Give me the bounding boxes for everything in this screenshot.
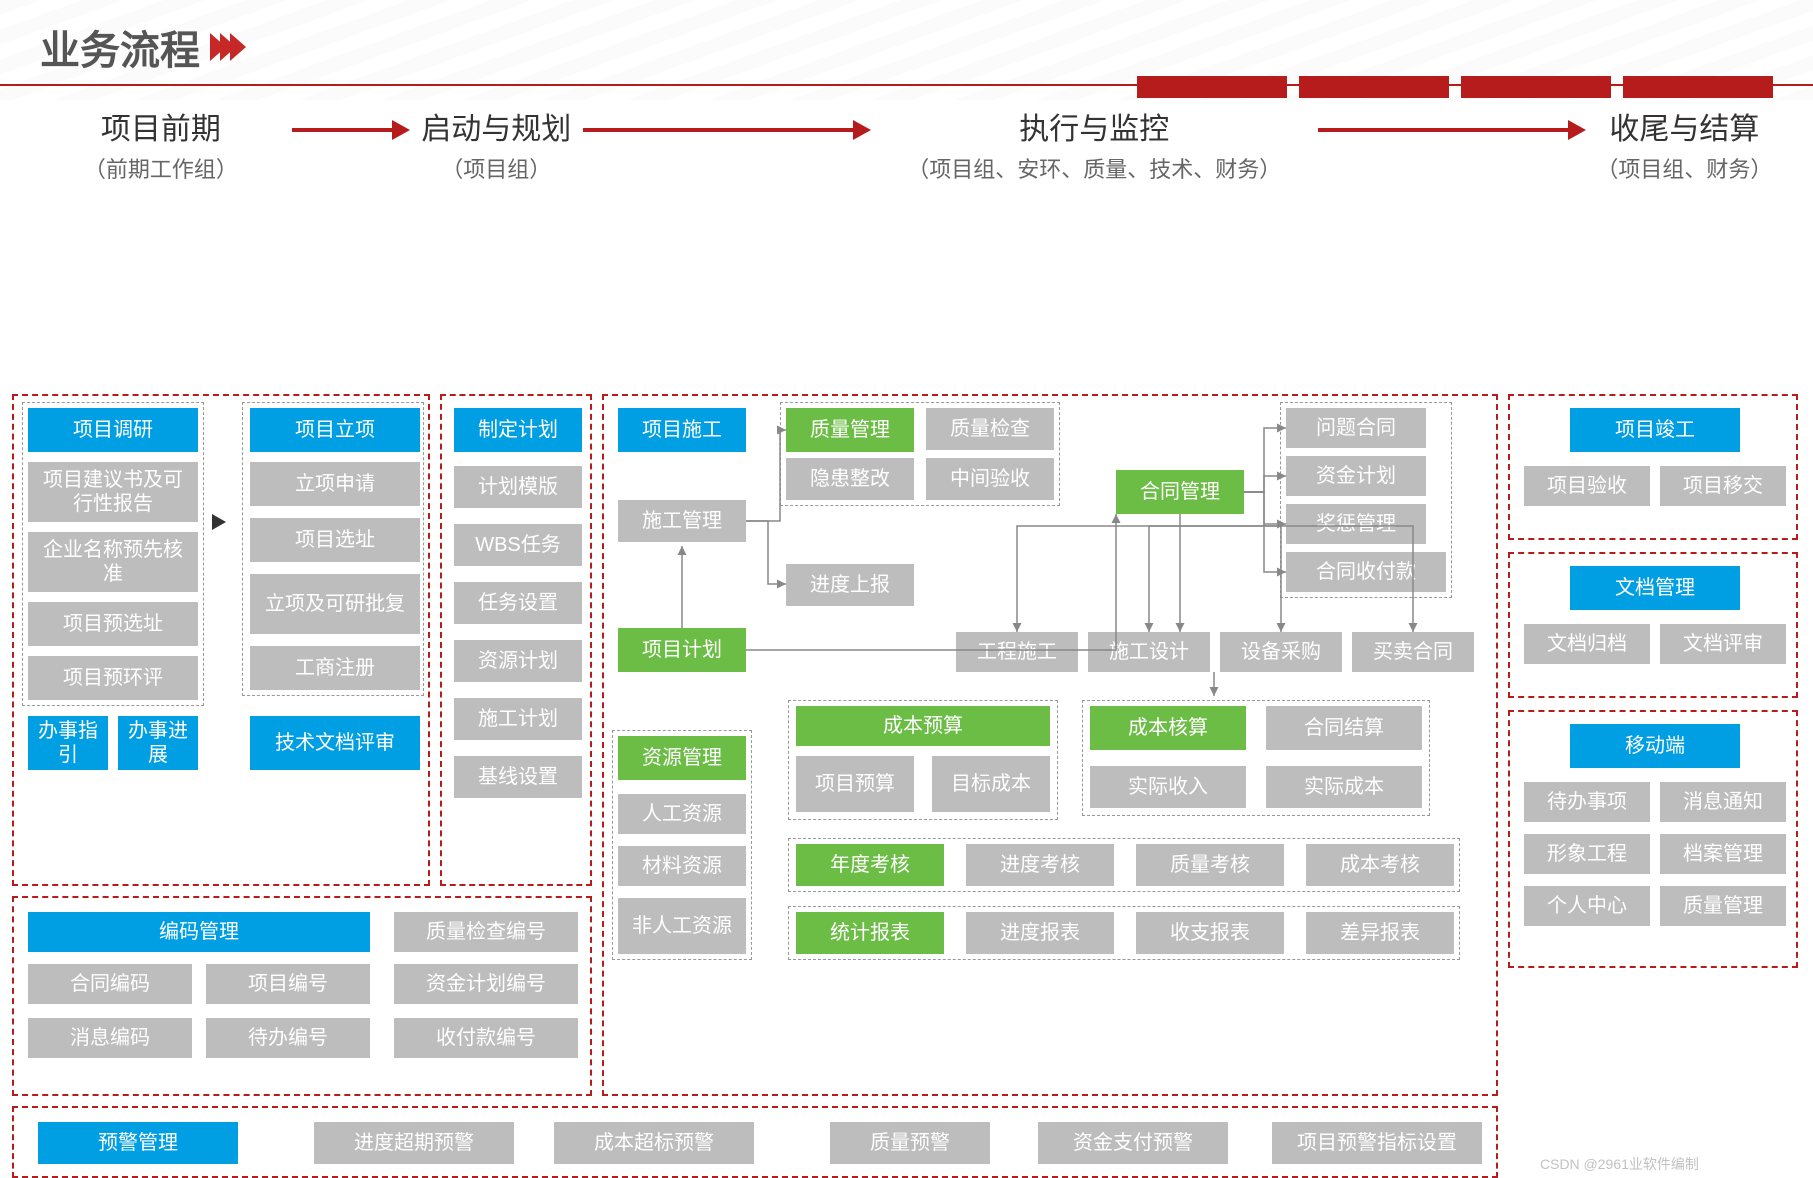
subgroup-res: [612, 730, 752, 960]
page-header: 业务流程: [0, 0, 1813, 86]
phase-4: 收尾与结算 （项目组、财务）: [1596, 104, 1773, 184]
phase-3-title: 执行与监控: [881, 104, 1308, 148]
watermark: CSDN @2961业软件编制: [1540, 1154, 1699, 1174]
phase-2-sub: （项目组）: [420, 152, 573, 184]
subgroup-acct: [1082, 700, 1430, 816]
box-sub4: 买卖合同: [1352, 632, 1474, 672]
box-m5: 个人中心: [1524, 886, 1650, 926]
box-a4: 资金支付预警: [1038, 1122, 1228, 1164]
box-a1: 进度超期预警: [314, 1122, 514, 1164]
group-code: 编码管理 合同编码 项目编号 消息编码 待办编号 质量检查编号 资金计划编号 收…: [12, 896, 592, 1096]
box-a5: 项目预警指标设置: [1272, 1122, 1482, 1164]
subgroup-contract-out: [1280, 402, 1452, 598]
arrow-icon: [212, 514, 226, 530]
box-plan-3: 任务设置: [454, 582, 582, 624]
group-doc: 文档管理 文档归档 文档评审: [1508, 552, 1798, 698]
box-plan-2: WBS任务: [454, 524, 582, 566]
box-code-c5: 质量检查编号: [394, 912, 578, 952]
phase-row: 项目前期 （前期工作组） 启动与规划 （项目组） 执行与监控 （项目组、安环、质…: [0, 86, 1813, 194]
subgroup-init: [242, 402, 424, 696]
phase-1-sub: （前期工作组）: [40, 152, 282, 184]
head-contract: 合同管理: [1116, 470, 1244, 514]
box-a3: 质量预警: [830, 1122, 990, 1164]
box-sub1: 工程施工: [956, 632, 1078, 672]
subgroup-report: [788, 906, 1460, 960]
box-doc1: 文档归档: [1524, 624, 1650, 664]
box-plan-1: 计划模版: [454, 466, 582, 508]
box-progress-report: 进度上报: [786, 564, 914, 606]
box-m4: 档案管理: [1660, 834, 1786, 874]
box-pre-g1: 办事指引: [28, 716, 108, 770]
box-sub3: 设备采购: [1220, 632, 1342, 672]
head-plan: 制定计划: [454, 408, 582, 452]
phase-2-title: 启动与规划: [420, 104, 573, 148]
group-exec: 项目施工 施工管理 进度上报 项目计划 质量管理 质量检查 隐患整改 中间验收 …: [602, 394, 1498, 1096]
subgroup-qa: [780, 402, 1060, 506]
group-alert: 预警管理 进度超期预警 成本超标预警 质量预警 资金支付预警 项目预警指标设置: [12, 1106, 1498, 1178]
phase-2: 启动与规划 （项目组）: [420, 104, 573, 184]
box-code-c4: 待办编号: [206, 1018, 370, 1058]
box-d1: 项目验收: [1524, 466, 1650, 506]
group-done: 项目竣工 项目验收 项目移交: [1508, 394, 1798, 540]
box-construct-mgmt: 施工管理: [618, 500, 746, 542]
chevron-icon: [210, 33, 240, 61]
box-a2: 成本超标预警: [554, 1122, 754, 1164]
box-code-c6: 资金计划编号: [394, 964, 578, 1004]
box-code-c7: 收付款编号: [394, 1018, 578, 1058]
box-m3: 形象工程: [1524, 834, 1650, 874]
group-pre: 项目调研 项目立项 项目建议书及可行性报告 企业名称预先核准 项目预选址 项目预…: [12, 394, 430, 886]
box-pre-g3: 技术文档评审: [250, 716, 420, 770]
box-plan-6: 基线设置: [454, 756, 582, 798]
subgroup-research: [22, 402, 204, 706]
page-title: 业务流程: [40, 18, 200, 76]
phase-3-sub: （项目组、安环、质量、技术、财务）: [881, 152, 1308, 184]
arrow-icon: [292, 112, 410, 148]
box-plan-4: 资源计划: [454, 640, 582, 682]
box-sub2: 施工设计: [1088, 632, 1210, 672]
phase-4-sub: （项目组、财务）: [1596, 152, 1773, 184]
phase-4-title: 收尾与结算: [1596, 104, 1773, 148]
subgroup-budget: [788, 700, 1058, 820]
box-m1: 待办事项: [1524, 782, 1650, 822]
head-mobile: 移动端: [1570, 724, 1740, 768]
phase-1: 项目前期 （前期工作组）: [40, 104, 282, 184]
box-m6: 质量管理: [1660, 886, 1786, 926]
head-alert: 预警管理: [38, 1122, 238, 1164]
box-doc2: 文档评审: [1660, 624, 1786, 664]
arrow-icon: [583, 112, 871, 148]
box-code-c2: 项目编号: [206, 964, 370, 1004]
box-m2: 消息通知: [1660, 782, 1786, 822]
box-d2: 项目移交: [1660, 466, 1786, 506]
box-plan-5: 施工计划: [454, 698, 582, 740]
box-pre-g2: 办事进展: [118, 716, 198, 770]
box-code-c3: 消息编码: [28, 1018, 192, 1058]
head-construct: 项目施工: [618, 408, 746, 452]
subgroup-annual: [788, 838, 1460, 892]
box-code-c1: 合同编码: [28, 964, 192, 1004]
arrow-icon: [1318, 112, 1586, 148]
head-doc: 文档管理: [1570, 566, 1740, 610]
head-proj-plan: 项目计划: [618, 628, 746, 672]
head-code: 编码管理: [28, 912, 370, 952]
group-plan: 制定计划 计划模版 WBS任务 任务设置 资源计划 施工计划 基线设置: [440, 394, 592, 886]
phase-3: 执行与监控 （项目组、安环、质量、技术、财务）: [881, 104, 1308, 184]
phase-1-title: 项目前期: [40, 104, 282, 148]
head-done: 项目竣工: [1570, 408, 1740, 452]
group-mobile: 移动端 待办事项 消息通知 形象工程 档案管理 个人中心 质量管理: [1508, 710, 1798, 968]
